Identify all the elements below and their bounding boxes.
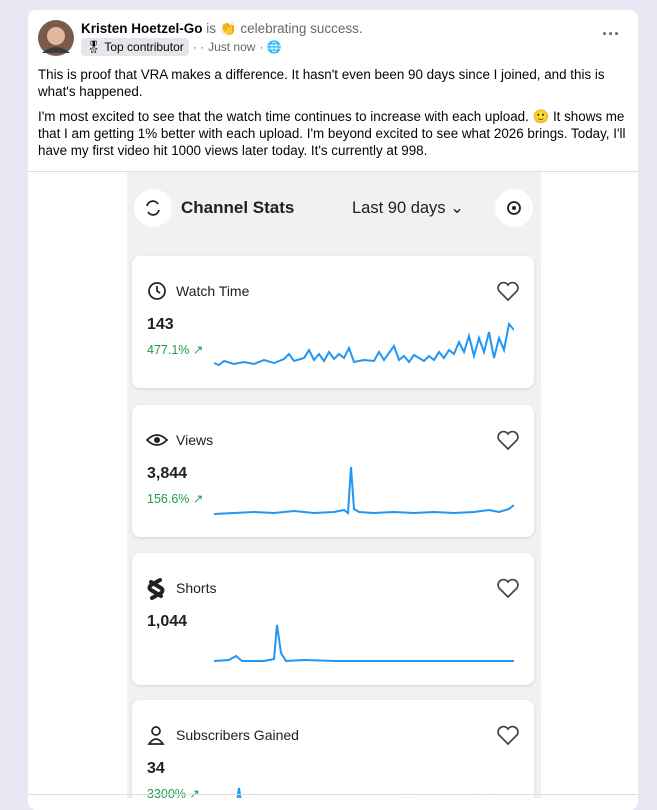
more-menu[interactable]: ···: [602, 24, 620, 44]
sparkline: [236, 787, 489, 798]
stat-change: 3300% ↗: [147, 786, 200, 798]
stat-label: Shorts: [176, 580, 217, 596]
globe-icon: · 🌐: [259, 40, 282, 54]
refresh-button: [134, 189, 172, 227]
paragraph: I'm most excited to see that the watch t…: [38, 109, 626, 158]
avatar[interactable]: [37, 19, 75, 57]
time[interactable]: Just now: [208, 40, 256, 54]
heart-icon[interactable]: [496, 429, 520, 451]
person-icon: [147, 726, 165, 745]
stat-label: Views: [176, 432, 214, 448]
badge[interactable]: 🎖 Top contributor: [81, 38, 189, 56]
stat-card: Views 3,844 156.6% ↗: [132, 405, 534, 537]
range-select: Last 90 days ⌄: [352, 199, 464, 217]
embedded-image[interactable]: Channel Stats Last 90 days ⌄ Watch Time …: [127, 172, 541, 798]
stat-label: Subscribers Gained: [176, 727, 299, 743]
stat-label: Watch Time: [176, 283, 250, 299]
post-header: Kristen Hoetzel-Go is 👏 celebrating succ…: [81, 21, 363, 37]
separator: · ·: [192, 40, 205, 54]
post-meta: 🎖 Top contributor · · Just now · 🌐: [81, 38, 282, 56]
verb: is: [206, 21, 217, 36]
settings-button: [495, 189, 533, 227]
stat-value: 3,844: [147, 465, 188, 482]
divider: [28, 171, 638, 172]
stat-change: 477.1% ↗: [147, 343, 204, 357]
clock-icon: [148, 282, 166, 300]
range-text: Last 90 days: [352, 199, 446, 217]
heart-icon[interactable]: [496, 280, 520, 302]
shorts-icon: [147, 578, 165, 600]
post-card: Kristen Hoetzel-Go is 👏 celebrating succ…: [28, 10, 638, 810]
stat-card: Subscribers Gained 34 3300% ↗: [132, 700, 534, 798]
stat-value: 143: [147, 316, 174, 333]
stat-value: 1,044: [147, 613, 188, 630]
paragraph: This is proof that VRA makes a differenc…: [38, 67, 605, 99]
heart-icon[interactable]: [496, 577, 520, 599]
sparkline: [214, 466, 514, 515]
change-text: 156.6%: [147, 492, 190, 506]
badge-text: Top contributor: [104, 40, 184, 54]
change-text: 3300%: [147, 787, 186, 798]
sparkline: [214, 321, 514, 367]
divider: [28, 794, 638, 795]
activity: 👏 celebrating success.: [219, 21, 363, 36]
author[interactable]: Kristen Hoetzel-Go: [81, 21, 203, 36]
eye-icon: [145, 434, 169, 446]
sparkline: [214, 624, 514, 663]
change-text: 477.1%: [147, 343, 190, 357]
stat-card: Watch Time 143 477.1% ↗: [132, 256, 534, 388]
stat-card: Shorts 1,044: [132, 553, 534, 685]
stats-title: Channel Stats: [181, 198, 295, 217]
stat-change: 156.6% ↗: [147, 492, 204, 506]
stat-value: 34: [147, 760, 165, 777]
heart-icon[interactable]: [496, 724, 520, 746]
